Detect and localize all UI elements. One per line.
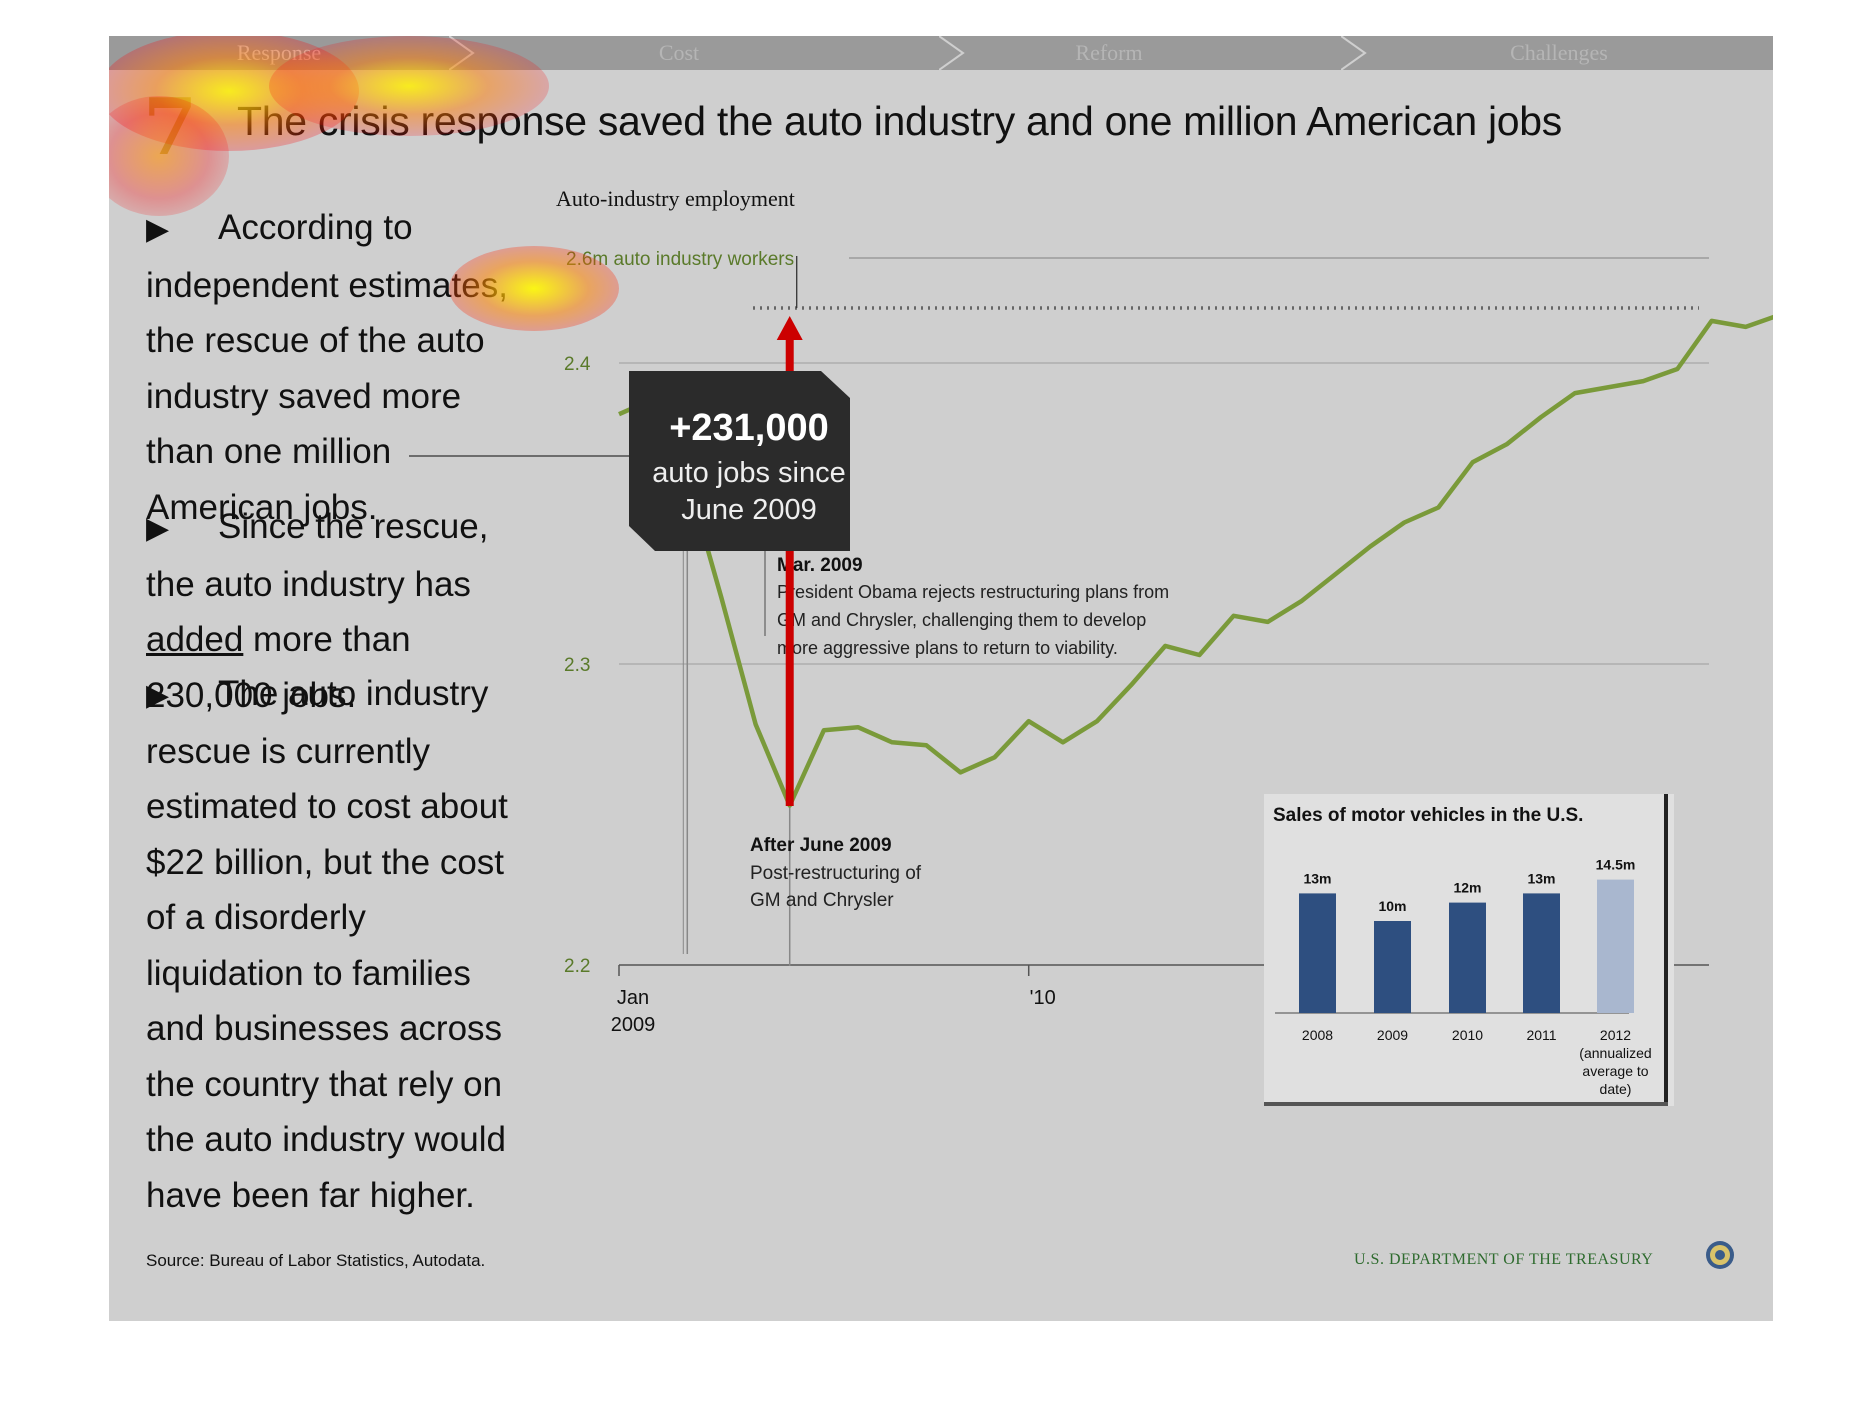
inset-bar	[1597, 879, 1634, 1013]
inset-bar-value-label: 13m	[1527, 870, 1555, 886]
inset-category-label: 2012	[1600, 1027, 1631, 1043]
treasury-seal-icon	[1706, 1241, 1734, 1269]
inset-panel-edge	[1664, 794, 1668, 1106]
tab-cost[interactable]: Cost	[658, 40, 700, 65]
inset-chart-title: Sales of motor vehicles in the U.S.	[1273, 805, 1583, 826]
chart-area: Auto-industry employment 2.6m auto indust…	[409, 186, 1773, 1106]
inset-bar-value-label: 14.5m	[1596, 857, 1636, 873]
inset-category-label: 2010	[1452, 1027, 1483, 1043]
nav-chevron-icon	[939, 36, 965, 70]
mar-annotation-title: Mar. 2009	[777, 555, 863, 576]
top-gridline-label: 2.6m auto industry workers	[566, 249, 794, 270]
inset-panel-edge	[1264, 1102, 1668, 1106]
bullet-1-text: According to independent estimates, the …	[146, 208, 508, 527]
inset-category-label: 2009	[1377, 1027, 1408, 1043]
callout-box	[629, 371, 850, 551]
jun-annotation-text: GM and Chrysler	[750, 890, 894, 911]
x-tick-label: '10	[1030, 987, 1056, 1009]
triangle-bullet-icon: ▶	[146, 679, 170, 712]
callout-text: auto jobs since	[652, 457, 845, 489]
inset-bar	[1523, 893, 1560, 1013]
added-link[interactable]: added	[146, 620, 244, 659]
line-chart-title: Auto-industry employment	[556, 186, 795, 211]
x-tick-label: 2009	[611, 1014, 656, 1036]
bullet-1: ▶ According to independent estimates, the…	[146, 200, 526, 535]
inset-bar-value-label: 13m	[1303, 870, 1331, 886]
slide: Response Cost Reform Challenges 7 The cr…	[109, 36, 1773, 1321]
tab-challenges[interactable]: Challenges	[1510, 40, 1608, 65]
inset-category-label: 2008	[1302, 1027, 1333, 1043]
inset-bar	[1299, 893, 1336, 1013]
jun-annotation-title: After June 2009	[750, 835, 892, 856]
bullet-2: ▶ Since the rescue, the auto industry has…	[146, 499, 526, 723]
inset-category-note: date)	[1600, 1081, 1632, 1097]
mar-annotation-text: President Obama rejects restructuring pl…	[777, 582, 1169, 602]
inset-bar-value-label: 10m	[1378, 898, 1406, 914]
y-tick-label: 2.4	[564, 354, 591, 375]
triangle-bullet-icon: ▶	[146, 512, 170, 545]
source-note: Source: Bureau of Labor Statistics, Auto…	[146, 1251, 486, 1270]
agency-name: U.S. DEPARTMENT OF THE TREASURY	[1354, 1251, 1654, 1268]
inset-bar-value-label: 12m	[1453, 880, 1481, 896]
employment-series-line	[618, 314, 1773, 808]
y-tick-label: 2.2	[564, 956, 590, 977]
bullet-2-text: Since the rescue, the auto industry has	[146, 507, 489, 604]
bullet-3-text: The auto industry rescue is currently es…	[146, 674, 508, 1215]
inset-bar	[1449, 902, 1486, 1013]
jun-annotation-text: Post-restructuring of	[750, 863, 922, 884]
callout-number: +231,000	[669, 407, 829, 449]
mar-annotation-text: more aggressive plans to return to viabi…	[777, 638, 1118, 658]
mar-annotation-text: GM and Chrysler, challenging them to dev…	[777, 610, 1146, 630]
bullet-2-text-end: more than 230,000 jobs.	[146, 620, 411, 715]
inset-category-note: (annualized	[1579, 1045, 1651, 1061]
red-arrow-head	[776, 316, 803, 340]
bullet-3: ▶ The auto industry rescue is currently e…	[146, 666, 526, 1223]
inset-bar	[1374, 921, 1411, 1013]
inset-category-label: 2011	[1526, 1027, 1556, 1043]
triangle-bullet-icon: ▶	[146, 213, 170, 246]
inset-category-note: average to	[1582, 1063, 1648, 1079]
nav-chevron-icon	[1341, 36, 1367, 70]
x-tick-label: Jan	[617, 987, 649, 1009]
y-tick-label: 2.3	[564, 655, 590, 676]
tab-reform[interactable]: Reform	[1075, 40, 1143, 65]
callout-text: June 2009	[681, 494, 816, 526]
